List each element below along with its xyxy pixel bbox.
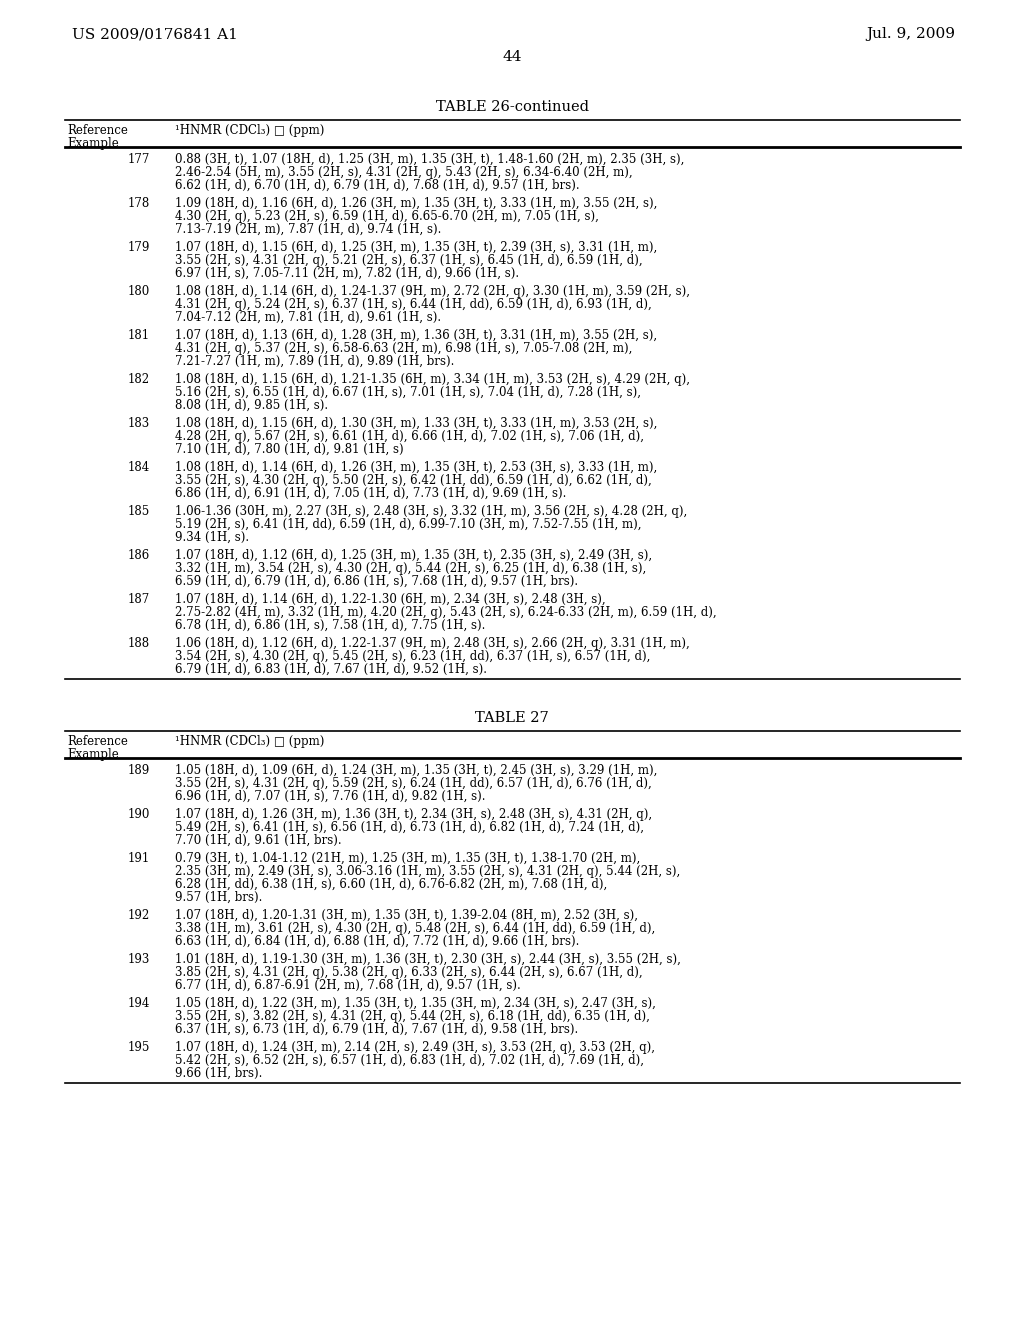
Text: 193: 193 bbox=[128, 953, 150, 966]
Text: 1.08 (18H, d), 1.15 (6H, d), 1.21-1.35 (6H, m), 3.34 (1H, m), 3.53 (2H, s), 4.29: 1.08 (18H, d), 1.15 (6H, d), 1.21-1.35 (… bbox=[175, 374, 690, 385]
Text: 5.19 (2H, s), 6.41 (1H, dd), 6.59 (1H, d), 6.99-7.10 (3H, m), 7.52-7.55 (1H, m),: 5.19 (2H, s), 6.41 (1H, dd), 6.59 (1H, d… bbox=[175, 517, 641, 531]
Text: 3.55 (2H, s), 4.31 (2H, q), 5.59 (2H, s), 6.24 (1H, dd), 6.57 (1H, d), 6.76 (1H,: 3.55 (2H, s), 4.31 (2H, q), 5.59 (2H, s)… bbox=[175, 777, 651, 789]
Text: 1.09 (18H, d), 1.16 (6H, d), 1.26 (3H, m), 1.35 (3H, t), 3.33 (1H, m), 3.55 (2H,: 1.09 (18H, d), 1.16 (6H, d), 1.26 (3H, m… bbox=[175, 197, 657, 210]
Text: 1.07 (18H, d), 1.13 (6H, d), 1.28 (3H, m), 1.36 (3H, t), 3.31 (1H, m), 3.55 (2H,: 1.07 (18H, d), 1.13 (6H, d), 1.28 (3H, m… bbox=[175, 329, 657, 342]
Text: 191: 191 bbox=[128, 851, 150, 865]
Text: 6.28 (1H, dd), 6.38 (1H, s), 6.60 (1H, d), 6.76-6.82 (2H, m), 7.68 (1H, d),: 6.28 (1H, dd), 6.38 (1H, s), 6.60 (1H, d… bbox=[175, 878, 607, 891]
Text: 4.31 (2H, q), 5.24 (2H, s), 6.37 (1H, s), 6.44 (1H, dd), 6.59 (1H, d), 6.93 (1H,: 4.31 (2H, q), 5.24 (2H, s), 6.37 (1H, s)… bbox=[175, 298, 651, 312]
Text: 190: 190 bbox=[128, 808, 150, 821]
Text: 1.07 (18H, d), 1.14 (6H, d), 1.22-1.30 (6H, m), 2.34 (3H, s), 2.48 (3H, s),: 1.07 (18H, d), 1.14 (6H, d), 1.22-1.30 (… bbox=[175, 593, 605, 606]
Text: 4.30 (2H, q), 5.23 (2H, s), 6.59 (1H, d), 6.65-6.70 (2H, m), 7.05 (1H, s),: 4.30 (2H, q), 5.23 (2H, s), 6.59 (1H, d)… bbox=[175, 210, 599, 223]
Text: 3.55 (2H, s), 3.82 (2H, s), 4.31 (2H, q), 5.44 (2H, s), 6.18 (1H, dd), 6.35 (1H,: 3.55 (2H, s), 3.82 (2H, s), 4.31 (2H, q)… bbox=[175, 1010, 650, 1023]
Text: 6.97 (1H, s), 7.05-7.11 (2H, m), 7.82 (1H, d), 9.66 (1H, s).: 6.97 (1H, s), 7.05-7.11 (2H, m), 7.82 (1… bbox=[175, 267, 519, 280]
Text: 2.35 (3H, m), 2.49 (3H, s), 3.06-3.16 (1H, m), 3.55 (2H, s), 4.31 (2H, q), 5.44 : 2.35 (3H, m), 2.49 (3H, s), 3.06-3.16 (1… bbox=[175, 865, 680, 878]
Text: 1.08 (18H, d), 1.14 (6H, d), 1.24-1.37 (9H, m), 2.72 (2H, q), 3.30 (1H, m), 3.59: 1.08 (18H, d), 1.14 (6H, d), 1.24-1.37 (… bbox=[175, 285, 690, 298]
Text: 6.96 (1H, d), 7.07 (1H, s), 7.76 (1H, d), 9.82 (1H, s).: 6.96 (1H, d), 7.07 (1H, s), 7.76 (1H, d)… bbox=[175, 789, 485, 803]
Text: 181: 181 bbox=[128, 329, 150, 342]
Text: 194: 194 bbox=[128, 997, 150, 1010]
Text: 1.08 (18H, d), 1.15 (6H, d), 1.30 (3H, m), 1.33 (3H, t), 3.33 (1H, m), 3.53 (2H,: 1.08 (18H, d), 1.15 (6H, d), 1.30 (3H, m… bbox=[175, 417, 657, 430]
Text: 186: 186 bbox=[128, 549, 150, 562]
Text: Example: Example bbox=[67, 748, 119, 762]
Text: 1.05 (18H, d), 1.22 (3H, m), 1.35 (3H, t), 1.35 (3H, m), 2.34 (3H, s), 2.47 (3H,: 1.05 (18H, d), 1.22 (3H, m), 1.35 (3H, t… bbox=[175, 997, 656, 1010]
Text: 2.75-2.82 (4H, m), 3.32 (1H, m), 4.20 (2H, q), 5.43 (2H, s), 6.24-6.33 (2H, m), : 2.75-2.82 (4H, m), 3.32 (1H, m), 4.20 (2… bbox=[175, 606, 717, 619]
Text: ¹HNMR (CDCl₃) □ (ppm): ¹HNMR (CDCl₃) □ (ppm) bbox=[175, 735, 325, 748]
Text: 1.01 (18H, d), 1.19-1.30 (3H, m), 1.36 (3H, t), 2.30 (3H, s), 2.44 (3H, s), 3.55: 1.01 (18H, d), 1.19-1.30 (3H, m), 1.36 (… bbox=[175, 953, 681, 966]
Text: 44: 44 bbox=[502, 50, 522, 63]
Text: 6.86 (1H, d), 6.91 (1H, d), 7.05 (1H, d), 7.73 (1H, d), 9.69 (1H, s).: 6.86 (1H, d), 6.91 (1H, d), 7.05 (1H, d)… bbox=[175, 487, 566, 500]
Text: US 2009/0176841 A1: US 2009/0176841 A1 bbox=[72, 26, 238, 41]
Text: TABLE 27: TABLE 27 bbox=[475, 711, 549, 725]
Text: 3.54 (2H, s), 4.30 (2H, q), 5.45 (2H, s), 6.23 (1H, dd), 6.37 (1H, s), 6.57 (1H,: 3.54 (2H, s), 4.30 (2H, q), 5.45 (2H, s)… bbox=[175, 649, 650, 663]
Text: 3.32 (1H, m), 3.54 (2H, s), 4.30 (2H, q), 5.44 (2H, s), 6.25 (1H, d), 6.38 (1H, : 3.32 (1H, m), 3.54 (2H, s), 4.30 (2H, q)… bbox=[175, 562, 646, 576]
Text: Reference: Reference bbox=[67, 735, 128, 748]
Text: 189: 189 bbox=[128, 764, 150, 777]
Text: 1.07 (18H, d), 1.26 (3H, m), 1.36 (3H, t), 2.34 (3H, s), 2.48 (3H, s), 4.31 (2H,: 1.07 (18H, d), 1.26 (3H, m), 1.36 (3H, t… bbox=[175, 808, 652, 821]
Text: 3.55 (2H, s), 4.31 (2H, q), 5.21 (2H, s), 6.37 (1H, s), 6.45 (1H, d), 6.59 (1H, : 3.55 (2H, s), 4.31 (2H, q), 5.21 (2H, s)… bbox=[175, 253, 643, 267]
Text: 4.28 (2H, q), 5.67 (2H, s), 6.61 (1H, d), 6.66 (1H, d), 7.02 (1H, s), 7.06 (1H, : 4.28 (2H, q), 5.67 (2H, s), 6.61 (1H, d)… bbox=[175, 430, 644, 444]
Text: 1.07 (18H, d), 1.15 (6H, d), 1.25 (3H, m), 1.35 (3H, t), 2.39 (3H, s), 3.31 (1H,: 1.07 (18H, d), 1.15 (6H, d), 1.25 (3H, m… bbox=[175, 242, 657, 253]
Text: 8.08 (1H, d), 9.85 (1H, s).: 8.08 (1H, d), 9.85 (1H, s). bbox=[175, 399, 328, 412]
Text: 1.07 (18H, d), 1.20-1.31 (3H, m), 1.35 (3H, t), 1.39-2.04 (8H, m), 2.52 (3H, s),: 1.07 (18H, d), 1.20-1.31 (3H, m), 1.35 (… bbox=[175, 909, 638, 921]
Text: 5.49 (2H, s), 6.41 (1H, s), 6.56 (1H, d), 6.73 (1H, d), 6.82 (1H, d), 7.24 (1H, : 5.49 (2H, s), 6.41 (1H, s), 6.56 (1H, d)… bbox=[175, 821, 644, 834]
Text: 7.70 (1H, d), 9.61 (1H, brs).: 7.70 (1H, d), 9.61 (1H, brs). bbox=[175, 834, 342, 847]
Text: 184: 184 bbox=[128, 461, 150, 474]
Text: 1.06 (18H, d), 1.12 (6H, d), 1.22-1.37 (9H, m), 2.48 (3H, s), 2.66 (2H, q), 3.31: 1.06 (18H, d), 1.12 (6H, d), 1.22-1.37 (… bbox=[175, 638, 690, 649]
Text: 5.42 (2H, s), 6.52 (2H, s), 6.57 (1H, d), 6.83 (1H, d), 7.02 (1H, d), 7.69 (1H, : 5.42 (2H, s), 6.52 (2H, s), 6.57 (1H, d)… bbox=[175, 1053, 644, 1067]
Text: 180: 180 bbox=[128, 285, 150, 298]
Text: Reference: Reference bbox=[67, 124, 128, 137]
Text: 6.59 (1H, d), 6.79 (1H, d), 6.86 (1H, s), 7.68 (1H, d), 9.57 (1H, brs).: 6.59 (1H, d), 6.79 (1H, d), 6.86 (1H, s)… bbox=[175, 576, 579, 587]
Text: 5.16 (2H, s), 6.55 (1H, d), 6.67 (1H, s), 7.01 (1H, s), 7.04 (1H, d), 7.28 (1H, : 5.16 (2H, s), 6.55 (1H, d), 6.67 (1H, s)… bbox=[175, 385, 641, 399]
Text: 183: 183 bbox=[128, 417, 150, 430]
Text: 192: 192 bbox=[128, 909, 150, 921]
Text: 9.57 (1H, brs).: 9.57 (1H, brs). bbox=[175, 891, 262, 904]
Text: 1.06-1.36 (30H, m), 2.27 (3H, s), 2.48 (3H, s), 3.32 (1H, m), 3.56 (2H, s), 4.28: 1.06-1.36 (30H, m), 2.27 (3H, s), 2.48 (… bbox=[175, 506, 687, 517]
Text: 1.08 (18H, d), 1.14 (6H, d), 1.26 (3H, m), 1.35 (3H, t), 2.53 (3H, s), 3.33 (1H,: 1.08 (18H, d), 1.14 (6H, d), 1.26 (3H, m… bbox=[175, 461, 657, 474]
Text: 2.46-2.54 (5H, m), 3.55 (2H, s), 4.31 (2H, q), 5.43 (2H, s), 6.34-6.40 (2H, m),: 2.46-2.54 (5H, m), 3.55 (2H, s), 4.31 (2… bbox=[175, 166, 633, 180]
Text: 178: 178 bbox=[128, 197, 150, 210]
Text: 182: 182 bbox=[128, 374, 150, 385]
Text: 188: 188 bbox=[128, 638, 150, 649]
Text: 6.79 (1H, d), 6.83 (1H, d), 7.67 (1H, d), 9.52 (1H, s).: 6.79 (1H, d), 6.83 (1H, d), 7.67 (1H, d)… bbox=[175, 663, 487, 676]
Text: 3.55 (2H, s), 4.30 (2H, q), 5.50 (2H, s), 6.42 (1H, dd), 6.59 (1H, d), 6.62 (1H,: 3.55 (2H, s), 4.30 (2H, q), 5.50 (2H, s)… bbox=[175, 474, 651, 487]
Text: 1.05 (18H, d), 1.09 (6H, d), 1.24 (3H, m), 1.35 (3H, t), 2.45 (3H, s), 3.29 (1H,: 1.05 (18H, d), 1.09 (6H, d), 1.24 (3H, m… bbox=[175, 764, 657, 777]
Text: 6.77 (1H, d), 6.87-6.91 (2H, m), 7.68 (1H, d), 9.57 (1H, s).: 6.77 (1H, d), 6.87-6.91 (2H, m), 7.68 (1… bbox=[175, 979, 521, 993]
Text: 9.66 (1H, brs).: 9.66 (1H, brs). bbox=[175, 1067, 262, 1080]
Text: 6.37 (1H, s), 6.73 (1H, d), 6.79 (1H, d), 7.67 (1H, d), 9.58 (1H, brs).: 6.37 (1H, s), 6.73 (1H, d), 6.79 (1H, d)… bbox=[175, 1023, 579, 1036]
Text: ¹HNMR (CDCl₃) □ (ppm): ¹HNMR (CDCl₃) □ (ppm) bbox=[175, 124, 325, 137]
Text: 0.88 (3H, t), 1.07 (18H, d), 1.25 (3H, m), 1.35 (3H, t), 1.48-1.60 (2H, m), 2.35: 0.88 (3H, t), 1.07 (18H, d), 1.25 (3H, m… bbox=[175, 153, 684, 166]
Text: 177: 177 bbox=[128, 153, 150, 166]
Text: TABLE 26-continued: TABLE 26-continued bbox=[435, 100, 589, 114]
Text: 3.85 (2H, s), 4.31 (2H, q), 5.38 (2H, q), 6.33 (2H, s), 6.44 (2H, s), 6.67 (1H, : 3.85 (2H, s), 4.31 (2H, q), 5.38 (2H, q)… bbox=[175, 966, 643, 979]
Text: 6.63 (1H, d), 6.84 (1H, d), 6.88 (1H, d), 7.72 (1H, d), 9.66 (1H, brs).: 6.63 (1H, d), 6.84 (1H, d), 6.88 (1H, d)… bbox=[175, 935, 580, 948]
Text: 187: 187 bbox=[128, 593, 150, 606]
Text: 3.38 (1H, m), 3.61 (2H, s), 4.30 (2H, q), 5.48 (2H, s), 6.44 (1H, dd), 6.59 (1H,: 3.38 (1H, m), 3.61 (2H, s), 4.30 (2H, q)… bbox=[175, 921, 655, 935]
Text: 1.07 (18H, d), 1.24 (3H, m), 2.14 (2H, s), 2.49 (3H, s), 3.53 (2H, q), 3.53 (2H,: 1.07 (18H, d), 1.24 (3H, m), 2.14 (2H, s… bbox=[175, 1041, 655, 1053]
Text: 4.31 (2H, q), 5.37 (2H, s), 6.58-6.63 (2H, m), 6.98 (1H, s), 7.05-7.08 (2H, m),: 4.31 (2H, q), 5.37 (2H, s), 6.58-6.63 (2… bbox=[175, 342, 633, 355]
Text: 185: 185 bbox=[128, 506, 150, 517]
Text: 7.10 (1H, d), 7.80 (1H, d), 9.81 (1H, s): 7.10 (1H, d), 7.80 (1H, d), 9.81 (1H, s) bbox=[175, 444, 403, 455]
Text: 7.21-7.27 (1H, m), 7.89 (1H, d), 9.89 (1H, brs).: 7.21-7.27 (1H, m), 7.89 (1H, d), 9.89 (1… bbox=[175, 355, 455, 368]
Text: 195: 195 bbox=[128, 1041, 150, 1053]
Text: 7.04-7.12 (2H, m), 7.81 (1H, d), 9.61 (1H, s).: 7.04-7.12 (2H, m), 7.81 (1H, d), 9.61 (1… bbox=[175, 312, 441, 323]
Text: Example: Example bbox=[67, 137, 119, 150]
Text: 6.78 (1H, d), 6.86 (1H, s), 7.58 (1H, d), 7.75 (1H, s).: 6.78 (1H, d), 6.86 (1H, s), 7.58 (1H, d)… bbox=[175, 619, 485, 632]
Text: 9.34 (1H, s).: 9.34 (1H, s). bbox=[175, 531, 249, 544]
Text: 0.79 (3H, t), 1.04-1.12 (21H, m), 1.25 (3H, m), 1.35 (3H, t), 1.38-1.70 (2H, m),: 0.79 (3H, t), 1.04-1.12 (21H, m), 1.25 (… bbox=[175, 851, 640, 865]
Text: Jul. 9, 2009: Jul. 9, 2009 bbox=[866, 26, 955, 41]
Text: 179: 179 bbox=[128, 242, 150, 253]
Text: 7.13-7.19 (2H, m), 7.87 (1H, d), 9.74 (1H, s).: 7.13-7.19 (2H, m), 7.87 (1H, d), 9.74 (1… bbox=[175, 223, 441, 236]
Text: 1.07 (18H, d), 1.12 (6H, d), 1.25 (3H, m), 1.35 (3H, t), 2.35 (3H, s), 2.49 (3H,: 1.07 (18H, d), 1.12 (6H, d), 1.25 (3H, m… bbox=[175, 549, 652, 562]
Text: 6.62 (1H, d), 6.70 (1H, d), 6.79 (1H, d), 7.68 (1H, d), 9.57 (1H, brs).: 6.62 (1H, d), 6.70 (1H, d), 6.79 (1H, d)… bbox=[175, 180, 580, 191]
